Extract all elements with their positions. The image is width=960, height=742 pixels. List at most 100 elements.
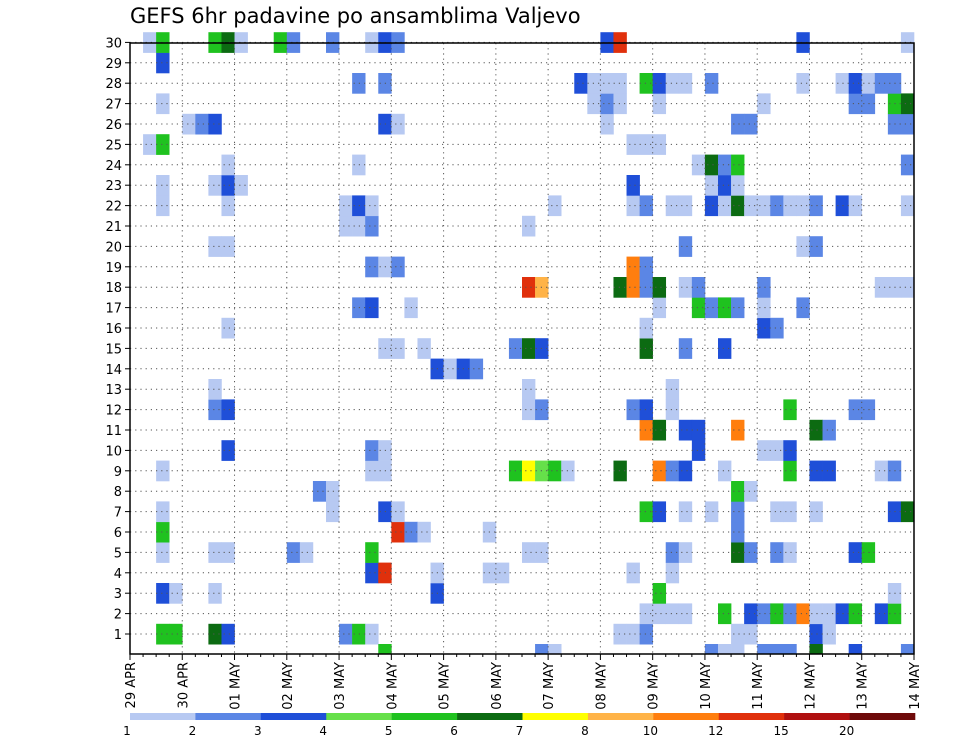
y-tick-label: 9 <box>114 465 122 480</box>
heatmap-cell <box>208 623 222 645</box>
heatmap-cell <box>718 297 732 319</box>
heatmap-cell <box>600 93 614 115</box>
heatmap-cell <box>809 644 823 655</box>
y-tick-label: 5 <box>114 546 122 561</box>
heatmap-cell <box>744 603 758 625</box>
heatmap-cell <box>626 623 640 645</box>
heatmap-cell <box>757 317 771 339</box>
y-tick-label: 30 <box>105 36 122 51</box>
heatmap-cell <box>665 542 680 563</box>
heatmap-cell <box>731 542 745 563</box>
heatmap-cell <box>639 317 653 339</box>
heatmap-cell <box>835 195 849 217</box>
heatmap-cell <box>796 603 810 625</box>
heatmap-cell <box>208 583 222 604</box>
heatmap-cell <box>809 501 823 523</box>
y-tick-label: 29 <box>105 57 122 72</box>
heatmap-cell <box>770 603 784 625</box>
heatmap-cell <box>221 195 235 217</box>
y-tick-label: 3 <box>114 587 122 602</box>
heatmap-cell <box>704 644 719 655</box>
heatmap-cell <box>874 73 889 94</box>
colorbar-label: 2 <box>189 724 197 738</box>
heatmap-cell <box>731 195 745 217</box>
heatmap-cell <box>652 93 667 115</box>
heatmap-cell <box>391 338 405 359</box>
heatmap-cell <box>757 195 771 217</box>
heatmap-cell <box>639 256 653 278</box>
heatmap-cell <box>365 195 379 217</box>
y-tick-label: 20 <box>105 240 122 255</box>
x-tick-label: 12 MAY <box>803 662 818 710</box>
heatmap-cell <box>678 542 693 563</box>
colorbar-swatch <box>195 713 262 720</box>
y-tick-label: 18 <box>105 281 122 296</box>
heatmap-cell <box>652 134 667 155</box>
heatmap-cell <box>522 277 536 298</box>
heatmap-cell <box>900 113 915 135</box>
heatmap-cell <box>665 603 680 625</box>
colorbar-label: 1 <box>123 724 131 738</box>
colorbar-swatch <box>130 713 196 720</box>
heatmap-cell <box>221 399 235 421</box>
heatmap-cell <box>704 297 719 319</box>
y-tick-label: 7 <box>114 506 122 521</box>
y-axis: 1234567891011121314151617181920212223242… <box>105 36 130 643</box>
heatmap-cell <box>600 73 614 94</box>
heatmap-cell <box>652 297 667 319</box>
colorbar-label: 6 <box>450 724 458 738</box>
heatmap-cell <box>391 501 405 523</box>
heatmap-cell <box>757 297 771 319</box>
heatmap-cell <box>417 521 431 543</box>
heatmap-cell <box>365 562 379 584</box>
heatmap-cell <box>365 440 379 461</box>
heatmap-cell <box>156 623 170 645</box>
heatmap-cell <box>704 154 719 176</box>
heatmap-cell <box>548 460 562 482</box>
heatmap-cell <box>900 154 915 176</box>
heatmap-cell <box>848 644 863 655</box>
heatmap-cell <box>548 644 562 655</box>
heatmap-cell <box>365 460 379 482</box>
heatmap-cell <box>221 623 235 645</box>
heatmap-cell <box>809 195 823 217</box>
heatmap-cell <box>704 73 719 94</box>
heatmap-cell <box>639 399 653 421</box>
x-tick-label: 04 MAY <box>385 662 400 710</box>
heatmap-cell <box>848 195 863 217</box>
heatmap-cell <box>652 277 667 298</box>
heatmap-cell <box>874 277 889 298</box>
heatmap-cell <box>469 358 484 380</box>
y-tick-label: 12 <box>105 404 122 419</box>
heatmap-cell <box>783 440 797 461</box>
colorbar-legend: 1 2 3 4 5 6 7 8 10 12 15 20 <box>123 713 916 738</box>
heatmap-cell <box>391 521 405 543</box>
heatmap-cell <box>169 623 183 645</box>
heatmap-cell <box>783 644 797 655</box>
heatmap-cell <box>718 603 732 625</box>
heatmap-cell <box>639 134 653 155</box>
heatmap-cell <box>326 501 340 523</box>
heatmap-cell <box>848 399 863 421</box>
heatmap-cell <box>417 338 431 359</box>
heatmap-cell <box>848 73 863 94</box>
heatmap-cell <box>822 460 836 482</box>
heatmap-cell <box>639 338 653 359</box>
y-tick-label: 2 <box>114 608 122 623</box>
heatmap-cell <box>744 195 758 217</box>
heatmap-cell <box>678 460 693 482</box>
heatmap-cell <box>809 419 823 441</box>
heatmap-cell <box>156 52 170 74</box>
colorbar-swatch <box>391 713 458 720</box>
heatmap-cell <box>208 399 222 421</box>
heatmap-cell <box>718 195 732 217</box>
heatmap-cell <box>678 195 693 217</box>
heatmap-cell <box>613 460 627 482</box>
heatmap-cell <box>639 501 653 523</box>
heatmap-cell <box>718 460 732 482</box>
heatmap-cell <box>691 440 706 461</box>
heatmap-cell <box>522 460 536 482</box>
heatmap-cell <box>757 277 771 298</box>
colorbar-label: 5 <box>385 724 393 738</box>
heatmap-cell <box>783 501 797 523</box>
